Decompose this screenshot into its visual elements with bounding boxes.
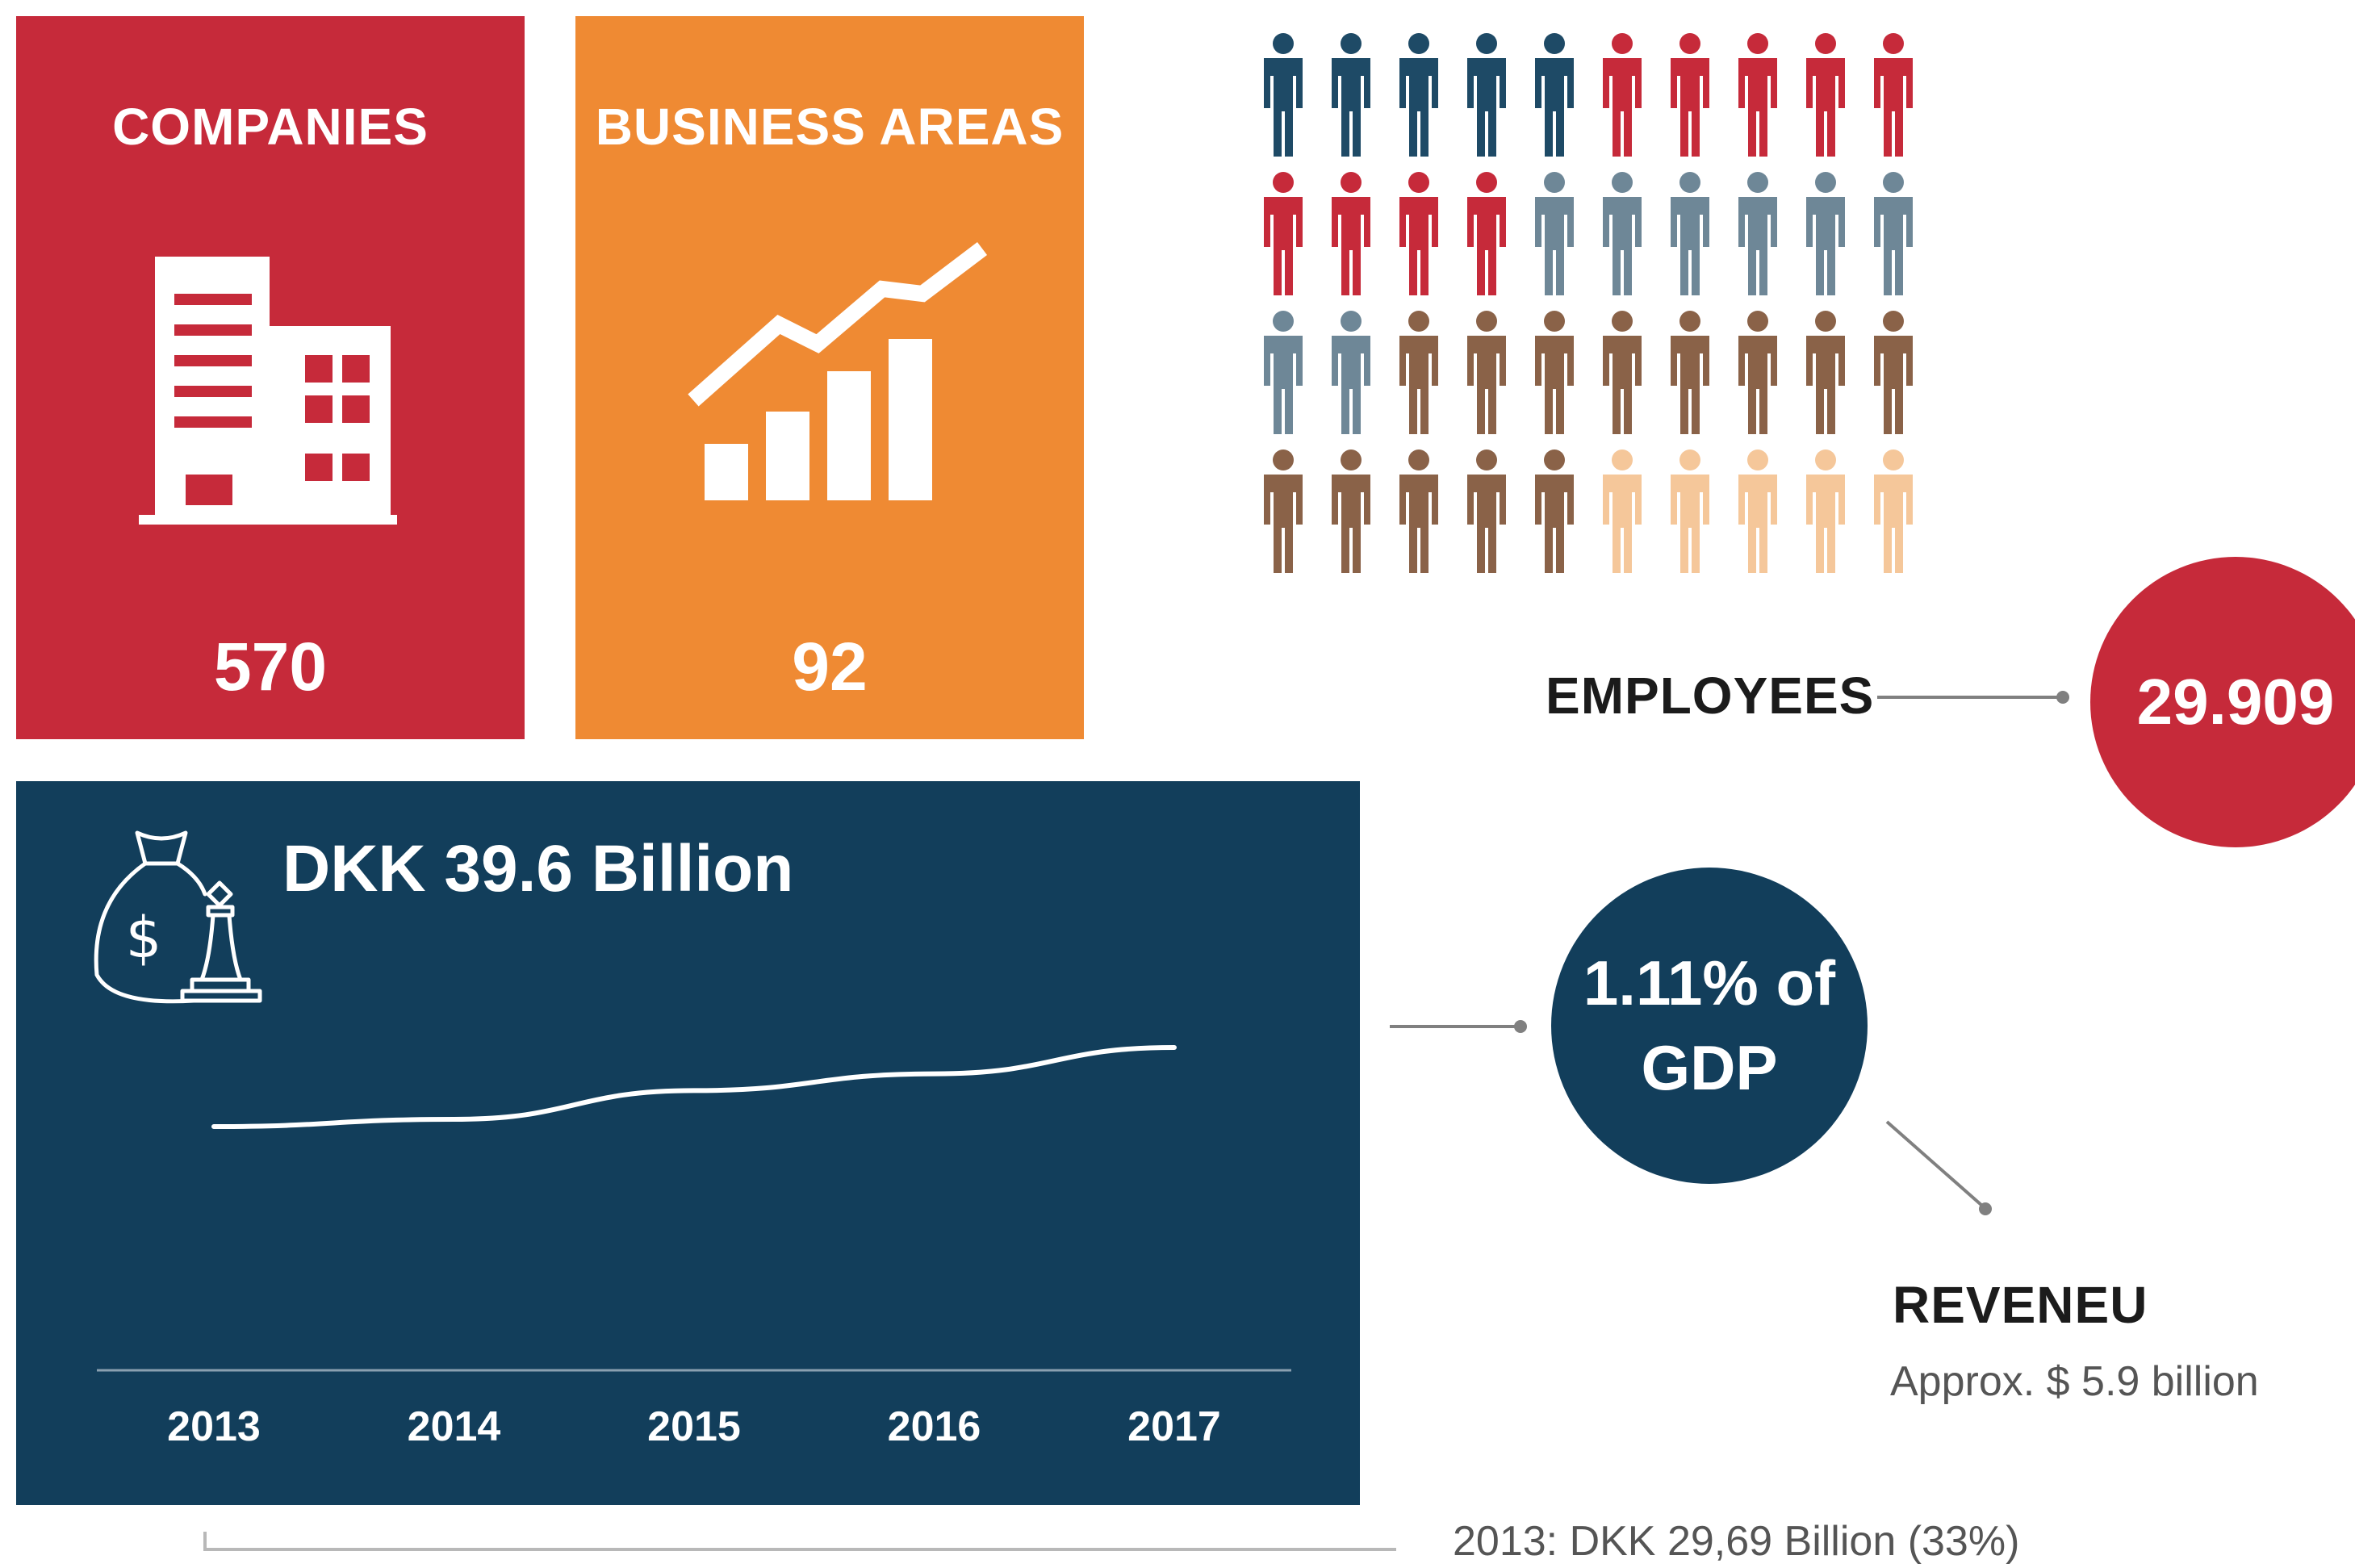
money-bag-chess-icon: $ (94, 830, 262, 1004)
svg-text:$: $ (126, 905, 162, 971)
building-icon (139, 257, 397, 525)
person-icon (1332, 449, 1370, 573)
person-icon (1806, 311, 1845, 434)
person-icon (1671, 311, 1709, 434)
revenue-panel: $ DKK 39.6 Billion 2013 2014 2015 2016 2017 (16, 781, 1360, 1505)
person-icon (1671, 172, 1709, 295)
person-icon (1535, 311, 1574, 434)
person-icon (1738, 33, 1777, 157)
gdp-line2: GDP (1641, 1032, 1778, 1103)
person-icon (1332, 311, 1370, 434)
people-icon-grid (1264, 33, 1913, 573)
gdp-share-circle: 1.11% of GDP (1551, 868, 1868, 1184)
person-icon (1332, 33, 1370, 157)
series-line (211, 1045, 1177, 1129)
bottom-note: 2013: DKK 29,69 Billion (33%) (1453, 1518, 2020, 1565)
person-icon (1535, 172, 1574, 295)
growth-chart-icon (688, 242, 988, 500)
person-icon (1264, 172, 1303, 295)
person-icon (1603, 33, 1642, 157)
person-icon (1399, 311, 1438, 434)
x-tick-label: 2013 (167, 1403, 261, 1450)
person-icon (1603, 172, 1642, 295)
person-icon (1806, 172, 1845, 295)
reveneu-title: REVENEU (1893, 1276, 2148, 1334)
person-icon (1874, 33, 1913, 157)
person-icon (1535, 33, 1574, 157)
person-icon (1806, 33, 1845, 157)
person-icon (1399, 33, 1438, 157)
person-icon (1874, 449, 1913, 573)
x-tick-label: 2014 (407, 1403, 501, 1450)
person-icon (1671, 33, 1709, 157)
person-icon (1264, 33, 1303, 157)
revenue-title: DKK 39.6 Billion (282, 832, 794, 905)
person-icon (1738, 172, 1777, 295)
person-icon (1738, 311, 1777, 434)
gdp-line1: 1.11% of (1583, 947, 1836, 1018)
companies-title: COMPANIES (112, 98, 429, 156)
x-tick-label: 2017 (1127, 1403, 1221, 1450)
person-icon (1264, 311, 1303, 434)
x-tick-label: 2015 (647, 1403, 741, 1450)
person-icon (1467, 172, 1506, 295)
revenue-line-chart: $ (94, 830, 1291, 1372)
employees-value: 29.909 (2136, 666, 2335, 738)
person-icon (1467, 311, 1506, 434)
business-areas-value: 92 (792, 629, 868, 705)
person-icon (1738, 449, 1777, 573)
employees-label: EMPLOYEES (1546, 667, 1875, 725)
person-icon (1264, 449, 1303, 573)
companies-value: 570 (213, 629, 328, 705)
person-icon (1806, 449, 1845, 573)
person-icon (1535, 449, 1574, 573)
x-tick-label: 2016 (887, 1403, 981, 1450)
reveneu-subtitle: Approx. $ 5.9 billion (1890, 1358, 2259, 1405)
person-icon (1332, 172, 1370, 295)
person-icon (1467, 33, 1506, 157)
person-icon (1874, 311, 1913, 434)
employees-count-circle: 29.909 (2090, 557, 2355, 847)
business-areas-card: BUSINESS AREAS 92 (575, 16, 1084, 739)
person-icon (1467, 449, 1506, 573)
person-icon (1671, 449, 1709, 573)
person-icon (1399, 172, 1438, 295)
business-areas-title: BUSINESS AREAS (595, 98, 1065, 156)
companies-card: COMPANIES 570 (16, 16, 525, 739)
person-icon (1603, 311, 1642, 434)
person-icon (1874, 172, 1913, 295)
person-icon (1603, 449, 1642, 573)
person-icon (1399, 449, 1438, 573)
